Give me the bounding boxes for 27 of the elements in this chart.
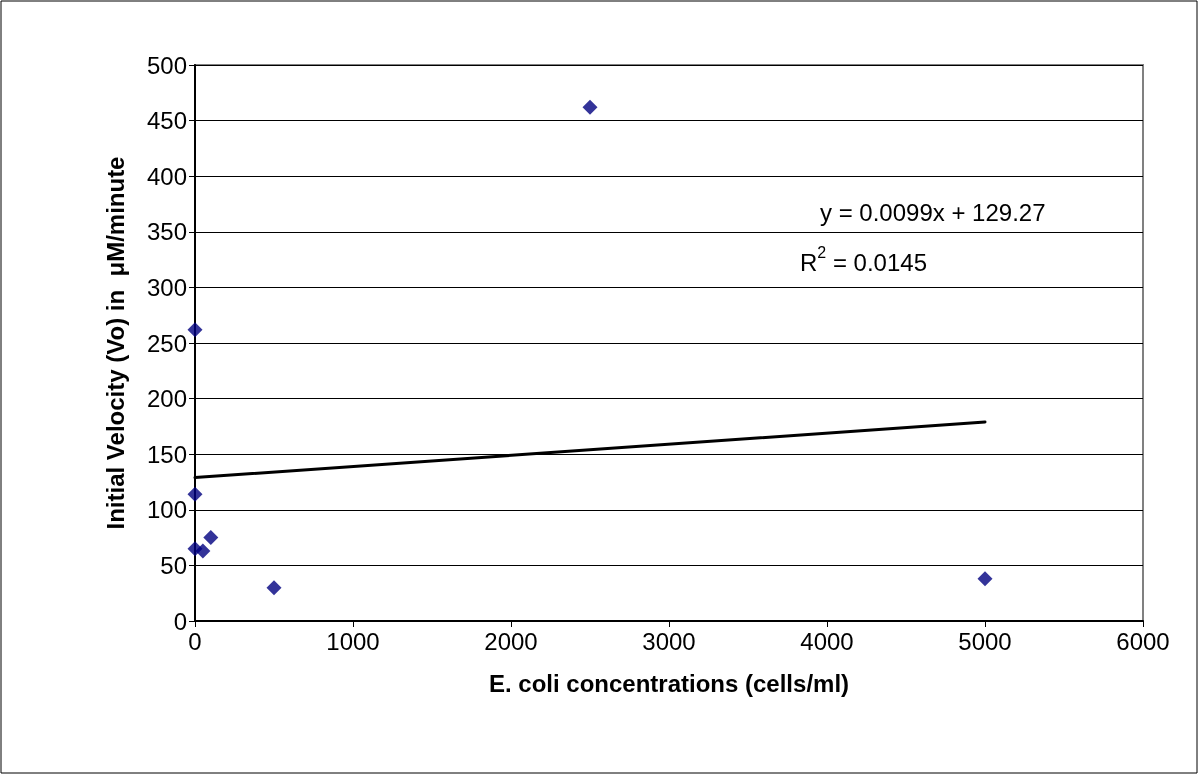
- y-tick-label: 200: [146, 385, 187, 413]
- annotation: y = 0.0099x + 129.27: [820, 198, 1046, 226]
- y-tick-label: 400: [146, 162, 187, 190]
- x-tick-label: 2000: [484, 627, 538, 655]
- y-tick-label: 450: [146, 107, 187, 135]
- y-tick-label: 50: [160, 551, 187, 579]
- x-tick-label: 4000: [800, 627, 854, 655]
- point: [977, 571, 993, 587]
- y-tick-label: 350: [146, 218, 187, 246]
- x-tick-label: 1000: [326, 627, 380, 655]
- point: [203, 530, 219, 546]
- y-tick-label: 0: [173, 607, 187, 635]
- point: [187, 322, 203, 338]
- y-tick-label: 150: [146, 440, 187, 468]
- x-tick-label: 6000: [1116, 627, 1170, 655]
- x-tick-label: 5000: [958, 627, 1012, 655]
- y-tick-label: 500: [146, 51, 187, 79]
- point: [187, 486, 203, 502]
- y-tick-label: 100: [146, 496, 187, 524]
- x-axis-title: E. coli concentrations (cells/ml): [488, 669, 850, 697]
- x-tick-label: 3000: [642, 627, 696, 655]
- point: [582, 99, 598, 115]
- point: [266, 580, 282, 596]
- y-tick-label: 250: [146, 329, 187, 357]
- point: [195, 543, 211, 559]
- y-tick-label: 300: [146, 273, 187, 301]
- y-axis-title: Initial Velocity (Vo) in μM/minute: [101, 156, 129, 530]
